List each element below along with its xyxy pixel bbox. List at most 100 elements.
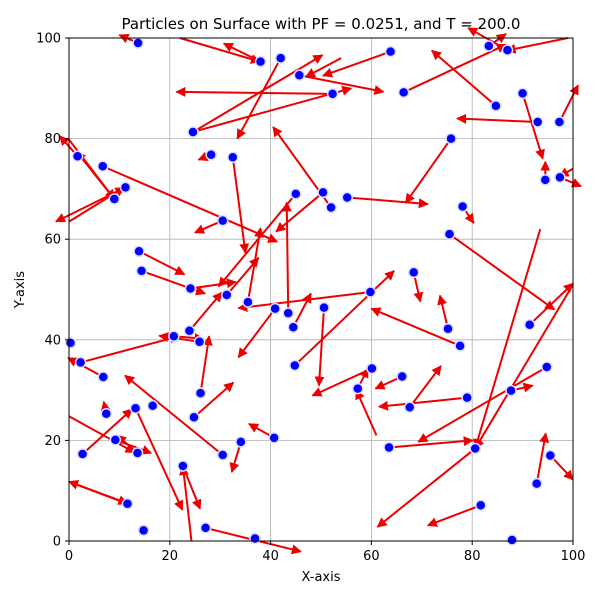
velocity-arrow [275, 191, 324, 233]
particle-point [146, 399, 159, 412]
particle-point [483, 40, 495, 52]
particle-point [132, 37, 144, 49]
x-axis-label: X-axis [302, 570, 341, 585]
velocity-arrow [81, 408, 133, 455]
velocity-arrow [68, 415, 136, 454]
particle-point [121, 498, 134, 510]
particle-point [129, 402, 142, 414]
particle-point [242, 296, 254, 308]
particle-point [133, 245, 145, 258]
particle-point [539, 174, 552, 186]
velocity-arrow [80, 333, 180, 364]
particle-point [100, 407, 113, 420]
particle-point [475, 499, 487, 512]
velocity-arrow [304, 57, 342, 78]
particle-point [249, 532, 261, 545]
velocity-arrow [281, 201, 292, 314]
x-tick-label: 60 [363, 549, 380, 564]
particle-point [317, 186, 329, 199]
chart-title: Particles on Surface with PF = 0.0251, a… [122, 15, 521, 33]
particle-point [407, 266, 420, 279]
velocity-arrow [456, 113, 538, 124]
x-tick-label: 0 [65, 549, 73, 564]
velocity-arrow [68, 480, 129, 505]
velocity-arrow [217, 193, 297, 288]
axis-ticks: 0 20 40 60 80 100 0 20 40 60 80 100 [36, 32, 585, 565]
particle-point [199, 522, 212, 534]
particle-point [443, 228, 456, 240]
particle-point [318, 301, 330, 314]
velocity-arrow [322, 50, 391, 78]
particle-point [268, 432, 280, 444]
velocity-arrow [175, 86, 333, 97]
velocity-arrow [408, 365, 442, 408]
particle-point [289, 359, 301, 372]
grid-lines [68, 37, 574, 542]
particle-point [523, 318, 536, 331]
velocity-arrow [231, 157, 250, 254]
plot-frame [68, 37, 574, 542]
velocity-arrow [377, 396, 468, 411]
particle-point [383, 441, 395, 454]
y-tick-label: 60 [44, 233, 61, 248]
velocity-arrow [134, 407, 184, 511]
particle-point [364, 286, 377, 298]
particle-point [403, 401, 416, 413]
velocity-arrow [192, 54, 324, 133]
particle-point [188, 411, 200, 424]
velocity-arrow [179, 37, 261, 64]
y-tick-label: 80 [44, 132, 61, 147]
particle-point [194, 387, 207, 399]
particle-point [269, 302, 281, 315]
y-axis-label: Y-axis [13, 271, 28, 309]
particle-point [501, 44, 514, 56]
particle-point [396, 370, 408, 383]
particle-point [287, 321, 300, 333]
particle-point [97, 371, 110, 383]
velocity-arrow [199, 335, 213, 394]
velocity-arrow [528, 282, 574, 326]
velocity-arrow [158, 332, 200, 343]
particle-point [183, 324, 196, 337]
velocity-arrow [237, 291, 371, 312]
particle-point [254, 55, 267, 68]
particle-point [469, 442, 481, 455]
particle-point [325, 201, 337, 214]
velocity-arrow [124, 374, 224, 456]
x-tick-label: 40 [262, 549, 279, 564]
x-tick-label: 100 [561, 549, 586, 564]
particle-point [461, 391, 473, 404]
velocity-arrow [474, 283, 574, 450]
particle-point [216, 449, 229, 461]
particle-point [352, 382, 364, 395]
particle-point [187, 126, 199, 138]
velocity-arrows [54, 27, 582, 555]
particle-point [505, 384, 517, 397]
particle-point [490, 100, 502, 112]
x-tick-label: 80 [464, 549, 481, 564]
velocity-arrow [188, 291, 223, 332]
velocity-arrow [388, 436, 474, 449]
particle-point [553, 116, 566, 128]
velocity-arrow [102, 165, 279, 243]
velocity-arrow [299, 74, 385, 95]
particle-point [131, 447, 144, 459]
velocity-arrow [67, 357, 104, 378]
particle-point [530, 477, 543, 490]
velocity-arrow [448, 233, 556, 311]
velocity-arrow [558, 84, 579, 123]
particle-point [76, 448, 89, 460]
particle-point [108, 193, 121, 205]
velocity-arrow [404, 138, 452, 204]
particle-point [282, 307, 294, 319]
particle-point [456, 200, 469, 213]
y-tick-label: 40 [44, 333, 61, 348]
y-tick-label: 20 [44, 434, 61, 449]
particle-point [74, 356, 87, 369]
velocity-arrow [192, 85, 353, 134]
particle-point [177, 460, 189, 472]
velocity-arrow [370, 307, 461, 347]
velocity-arrow [225, 257, 260, 296]
velocity-arrow [467, 27, 508, 51]
